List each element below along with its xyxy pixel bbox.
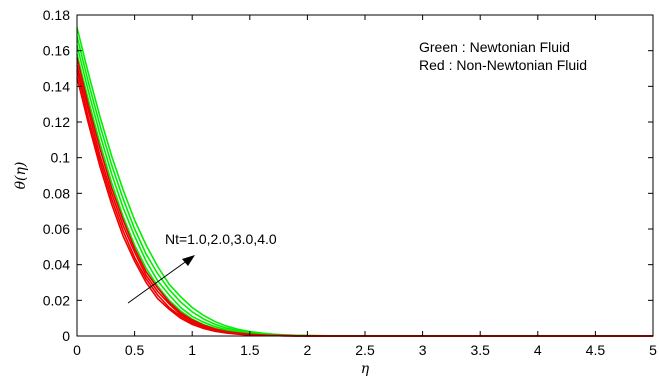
annotation-text: Nt=1.0,2.0,3.0,4.0 [165,231,277,247]
series-line-green-2 [76,36,653,337]
ticks-layer: 0 0.5 1 1.5 2 2.5 3 3.5 4 4.5 5 0 0.02 0.04 0.06 0.08 0.… [43,7,657,358]
annotation-arrow-icon [127,259,189,304]
series-line-red-7 [76,57,653,337]
legend: Green : Newtonian Fluid Red : Non-Newton… [419,39,587,73]
x-tick-label: 5 [649,342,657,358]
x-tick-label: 1.5 [240,342,260,358]
legend-entry-non-newtonian: Red : Non-Newtonian Fluid [419,57,587,73]
x-tick-label: 2.5 [355,342,375,358]
x-tick-label: 0 [73,342,81,358]
series-layer [76,27,653,337]
x-tick-label: 3 [419,342,427,358]
y-tick-label: 0.16 [43,43,70,59]
y-tick-label: 0 [62,328,70,344]
series-line-green-3 [76,27,653,337]
y-tick-label: 0.02 [43,292,70,308]
x-axis-label: η [361,361,370,377]
x-tick-label: 2 [304,342,312,358]
y-tick-label: 0.06 [43,221,70,237]
series-line-green-0 [76,54,653,337]
x-tick-label: 4.5 [586,342,606,358]
y-axis-label: θ(η) [13,162,29,190]
x-tick-label: 4 [534,342,542,358]
x-tick-label: 1 [188,342,196,358]
y-tick-label: 0.04 [43,257,70,273]
y-tick-label: 0.18 [43,7,70,23]
annotation-arrowhead-icon [182,255,195,266]
legend-entry-newtonian: Green : Newtonian Fluid [419,39,570,55]
y-tick-label: 0.14 [43,78,70,94]
y-tick-label: 0.12 [43,114,70,130]
x-tick-label: 3.5 [470,342,490,358]
x-tick-label: 0.5 [125,342,145,358]
y-tick-label: 0.08 [43,185,70,201]
annotation: Nt=1.0,2.0,3.0,4.0 [127,231,277,304]
y-tick-label: 0.1 [51,150,71,166]
